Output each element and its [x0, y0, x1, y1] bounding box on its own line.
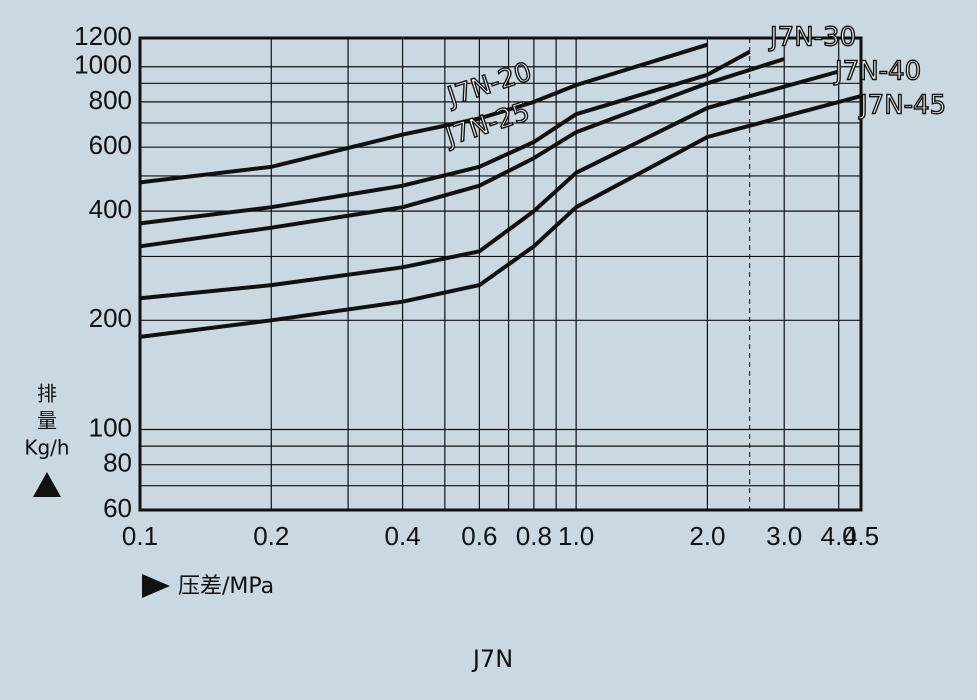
x-arrow: [142, 574, 170, 598]
y-tick-label: 1200: [74, 21, 132, 51]
y-tick-label: 800: [89, 85, 132, 115]
series-label: J7N-40: [833, 57, 921, 87]
y-tick-label: 60: [103, 493, 132, 523]
x-tick-label: 4.0: [821, 521, 857, 551]
x-tick-label: 2.0: [689, 521, 725, 551]
x-tick-label: 0.6: [461, 521, 497, 551]
x-tick-label: 4.5: [843, 521, 879, 551]
x-tick-label: 0.8: [516, 521, 552, 551]
chart-caption: J7N: [471, 645, 513, 673]
y-tick-label: 200: [89, 303, 132, 333]
x-tick-label: 0.4: [384, 521, 420, 551]
y-tick-label: 600: [89, 130, 132, 160]
x-tick-label: 1.0: [558, 521, 594, 551]
series-line: [139, 42, 708, 185]
x-tick-label: 0.2: [253, 521, 289, 551]
x-axis-label: 压差/MPa: [178, 574, 274, 599]
plot-frame: [138, 36, 863, 512]
y-axis-label: 排: [37, 382, 57, 406]
series-line: [139, 94, 862, 339]
y-tick-label: 100: [89, 412, 132, 442]
y-axis-label: Kg/h: [24, 436, 69, 460]
x-tick-label: 0.1: [122, 521, 158, 551]
y-axis-label: 量: [37, 409, 57, 433]
x-tick-label: 3.0: [766, 521, 802, 551]
series-label: J7N-45: [858, 91, 946, 121]
series-label: J7N-30: [768, 23, 856, 53]
series-line: [139, 57, 785, 249]
y-tick-label: 400: [89, 194, 132, 224]
series-line: [139, 49, 751, 226]
y-arrow: [33, 472, 61, 497]
y-tick-label: 80: [103, 448, 132, 478]
series-line: [139, 69, 840, 301]
y-tick-label: 1000: [74, 50, 132, 80]
